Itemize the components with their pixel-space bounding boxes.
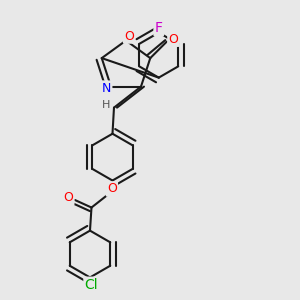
Text: O: O — [64, 191, 73, 204]
Text: F: F — [155, 21, 163, 35]
Text: H: H — [102, 100, 111, 110]
Text: O: O — [168, 33, 178, 46]
Text: Cl: Cl — [85, 278, 98, 292]
Text: N: N — [102, 82, 111, 94]
Text: O: O — [124, 29, 134, 43]
Text: O: O — [107, 182, 117, 195]
